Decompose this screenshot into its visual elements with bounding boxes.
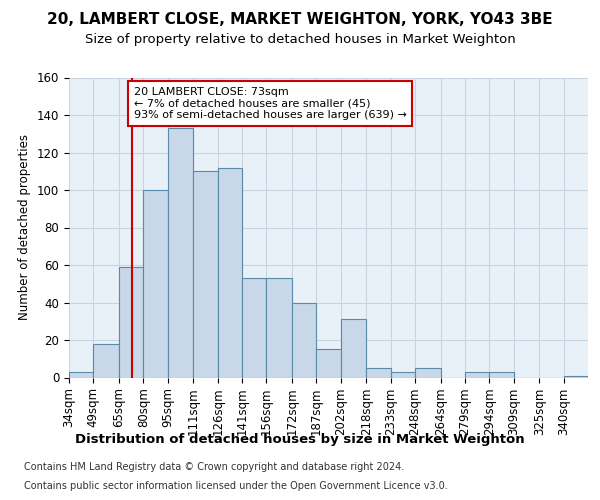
Bar — [367, 368, 391, 378]
Bar — [143, 190, 167, 378]
Bar — [341, 320, 367, 378]
Bar — [564, 376, 588, 378]
Bar — [266, 278, 292, 378]
Bar — [69, 372, 93, 378]
Bar — [193, 171, 218, 378]
Text: Size of property relative to detached houses in Market Weighton: Size of property relative to detached ho… — [85, 32, 515, 46]
Y-axis label: Number of detached properties: Number of detached properties — [19, 134, 31, 320]
Text: 20, LAMBERT CLOSE, MARKET WEIGHTON, YORK, YO43 3BE: 20, LAMBERT CLOSE, MARKET WEIGHTON, YORK… — [47, 12, 553, 28]
Bar — [218, 168, 242, 378]
Bar — [242, 278, 266, 378]
Text: Contains HM Land Registry data © Crown copyright and database right 2024.: Contains HM Land Registry data © Crown c… — [24, 462, 404, 472]
Text: Distribution of detached houses by size in Market Weighton: Distribution of detached houses by size … — [75, 432, 525, 446]
Bar — [316, 350, 341, 378]
Text: Contains public sector information licensed under the Open Government Licence v3: Contains public sector information licen… — [24, 481, 448, 491]
Bar — [415, 368, 441, 378]
Bar — [167, 128, 193, 378]
Text: 20 LAMBERT CLOSE: 73sqm
← 7% of detached houses are smaller (45)
93% of semi-det: 20 LAMBERT CLOSE: 73sqm ← 7% of detached… — [134, 87, 407, 120]
Bar — [391, 372, 415, 378]
Bar — [119, 267, 143, 378]
Bar — [465, 372, 490, 378]
Bar — [93, 344, 119, 378]
Bar — [292, 302, 316, 378]
Bar — [490, 372, 514, 378]
